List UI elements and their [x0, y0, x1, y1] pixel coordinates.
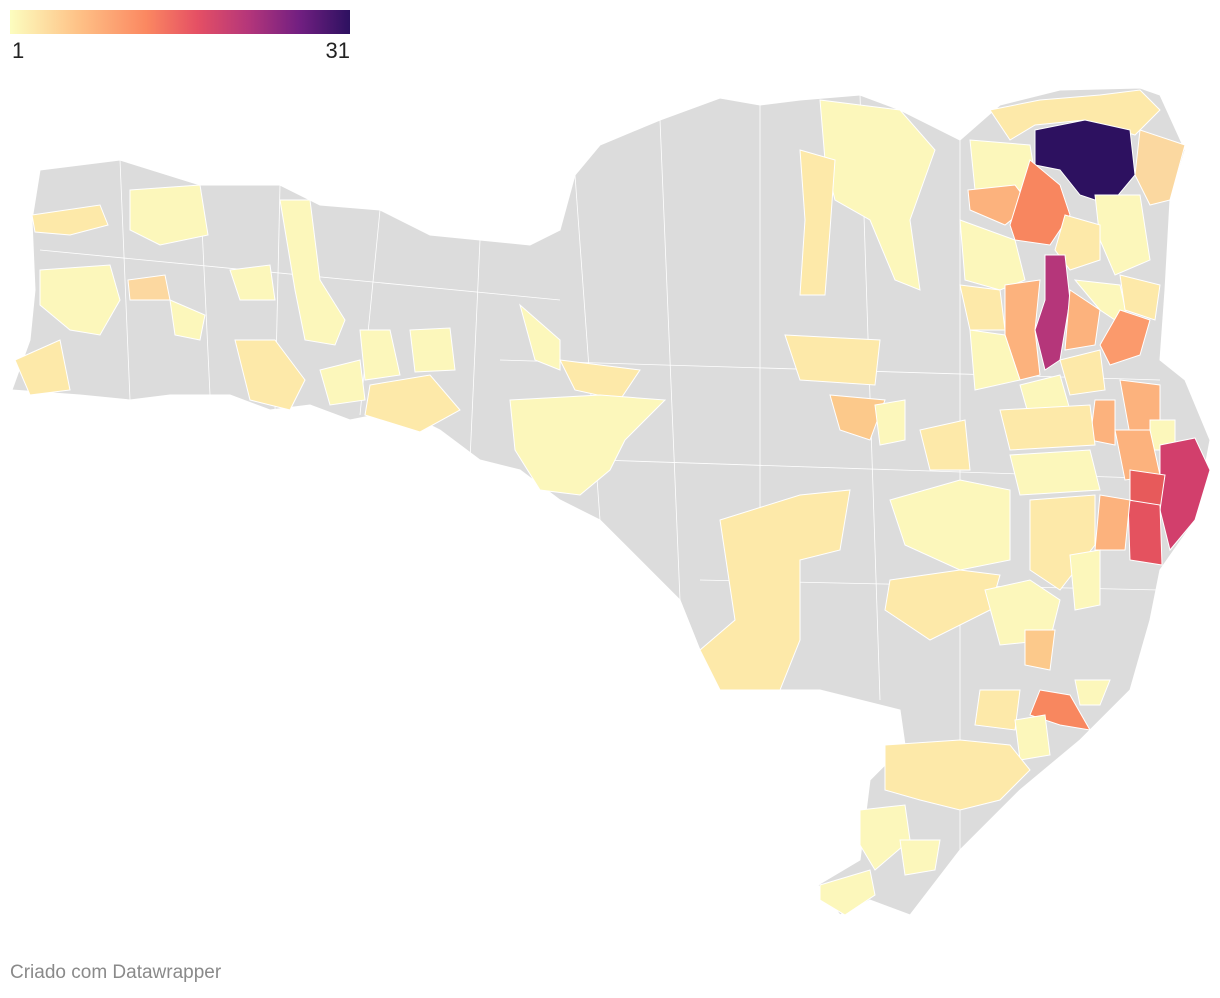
municipality: [279, 199, 346, 346]
municipality: [1024, 629, 1056, 671]
municipality: [169, 299, 206, 341]
municipality: [129, 184, 209, 246]
credit-text: Criado com Datawrapper: [10, 962, 222, 983]
municipality: [874, 399, 906, 446]
municipality: [1059, 349, 1106, 396]
legend-gradient-bar: [10, 10, 350, 34]
municipality: [229, 264, 276, 301]
municipality: [959, 284, 1006, 331]
municipality: [127, 274, 171, 301]
municipality: [319, 359, 366, 406]
municipality: [359, 329, 401, 381]
municipality: [1034, 254, 1071, 371]
municipality: [1119, 274, 1161, 321]
municipality: [1127, 499, 1163, 566]
municipality: [364, 374, 461, 433]
municipality: [1009, 159, 1071, 246]
municipality: [31, 204, 109, 236]
municipality-fills: [14, 89, 1211, 916]
municipality: [819, 869, 876, 916]
municipality: [919, 419, 971, 471]
municipality: [519, 303, 561, 371]
municipality: [984, 579, 1061, 646]
municipality: [1054, 214, 1101, 271]
municipality: [1064, 289, 1101, 351]
municipality: [1009, 449, 1101, 496]
municipality: [969, 329, 1021, 391]
municipality: [889, 479, 1011, 571]
municipality: [1094, 494, 1131, 551]
legend-max-label: 31: [325, 38, 350, 63]
municipality: [699, 489, 851, 691]
color-legend: 1 31: [10, 10, 350, 66]
municipality: [859, 804, 911, 871]
municipality: [899, 839, 941, 876]
municipality: [884, 739, 1031, 811]
municipality: [1069, 549, 1101, 611]
municipality: [409, 327, 456, 373]
municipality: [1074, 679, 1111, 706]
municipality: [974, 689, 1021, 731]
municipality: [784, 334, 881, 386]
municipality: [999, 404, 1096, 451]
municipality: [1099, 309, 1151, 366]
choropleth-map: [11, 87, 1211, 916]
municipality: [1134, 129, 1186, 206]
municipality: [1014, 714, 1051, 761]
municipality: [14, 339, 71, 396]
municipality: [39, 264, 121, 336]
municipality: [829, 394, 886, 441]
municipality: [234, 339, 306, 411]
legend-min-label: 1: [12, 38, 25, 63]
municipality: [509, 394, 667, 496]
municipality: [799, 149, 836, 296]
